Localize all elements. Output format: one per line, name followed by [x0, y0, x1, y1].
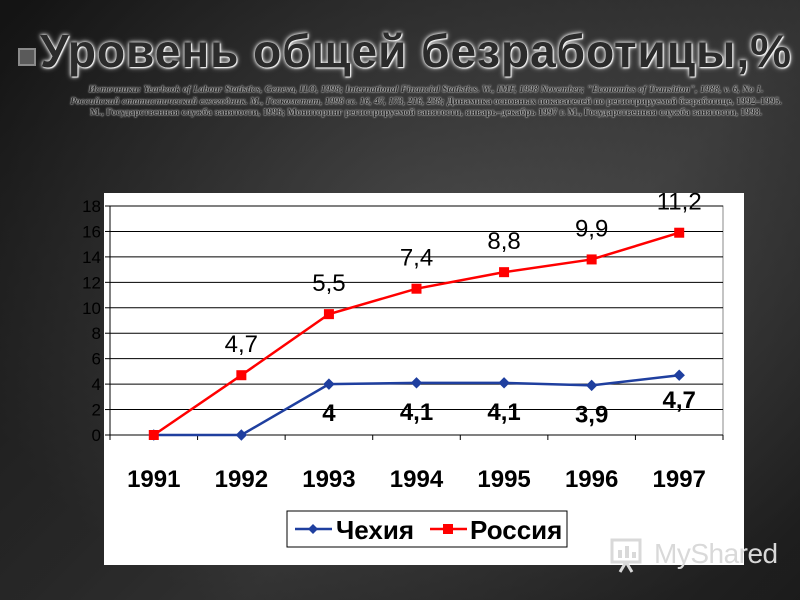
legend-label-czech: Чехия — [336, 515, 414, 545]
x-tick-label-1992: 1992 — [215, 466, 268, 493]
sources-line-2: Российский статистический ежегодник. М.,… — [68, 96, 784, 119]
data-label-czech-point-1995: 4,1 — [487, 399, 520, 426]
y-tick-label-4: 4 — [92, 375, 101, 394]
legend-marker-russia — [443, 524, 453, 534]
y-tick-label-14: 14 — [82, 248, 101, 267]
y-tick-label-16: 16 — [82, 222, 101, 241]
russia-point-1994 — [411, 283, 422, 294]
russia-point-1992 — [236, 370, 247, 381]
chart-legend: Чехия Россия — [286, 510, 568, 548]
plot-area — [109, 205, 724, 436]
y-tick-label-10: 10 — [82, 299, 101, 318]
czech-point-1996 — [585, 379, 598, 392]
data-label-russia-point-1996: 9,9 — [575, 215, 608, 242]
y-tick-label-18: 18 — [82, 197, 101, 216]
watermark-text: MyShared — [654, 538, 778, 569]
russia-point-1996 — [586, 254, 597, 265]
russia-point-1991 — [148, 430, 159, 440]
czech-point-1993 — [323, 378, 335, 390]
y-tick-label-12: 12 — [82, 273, 101, 292]
y-tick-label-2: 2 — [92, 401, 101, 420]
x-tick-label-1996: 1996 — [565, 466, 618, 493]
data-label-russia-point-1997: 11,2 — [657, 189, 702, 216]
data-label-russia-point-1992: 4,7 — [225, 331, 258, 358]
czech-point-1994 — [410, 377, 423, 389]
y-tick-label-8: 8 — [92, 324, 101, 343]
x-tick-label-1997: 1997 — [653, 466, 706, 493]
data-label-russia-point-1994: 7,4 — [400, 245, 433, 272]
axis-layer: 0 2 4 6 8 10 12 14 16 18 1991 1992 1993 1994 1995 1996 1… — [82, 197, 724, 493]
series-layer — [148, 227, 685, 441]
data-label-czech-point-1996: 3,9 — [575, 401, 608, 428]
legend-label-russia: Россия — [470, 515, 562, 545]
russia-point-1993 — [323, 309, 334, 320]
x-tick-label-1991: 1991 — [127, 466, 180, 493]
x-tick-label-1994: 1994 — [390, 466, 444, 493]
data-label-czech-point-1997: 4,7 — [663, 387, 696, 414]
russia-point-1995 — [499, 267, 510, 278]
y-tick-label-0: 0 — [92, 426, 101, 445]
czech-point-1995 — [498, 377, 510, 389]
presentation-icon — [610, 538, 642, 573]
sources-line-1: Источники: Yearbook of Labour Statistics… — [68, 84, 784, 96]
sources-label: Источники: — [88, 84, 142, 95]
czech-point-1997 — [673, 369, 685, 381]
russia-point-1997 — [674, 227, 685, 238]
czech-point-1992 — [235, 429, 248, 441]
data-label-russia-point-1993: 5,5 — [312, 270, 345, 297]
sources-russian-yearbook: Российский статистический ежегодник. М.,… — [70, 95, 445, 107]
y-tick-label-6: 6 — [92, 350, 101, 369]
x-tick-label-1993: 1993 — [302, 466, 355, 493]
data-label-czech-point-1993: 4 — [322, 400, 336, 427]
legend-marker-czech — [308, 524, 318, 534]
slide-title: Уровень общей безработицы,% — [40, 25, 793, 77]
sources-international: Yearbook of Labour Statistics, Geneva, I… — [143, 84, 764, 95]
sources-russian-other: Динамика основных показателей по регистр… — [89, 95, 782, 119]
grid-layer — [110, 205, 723, 411]
data-label-russia-point-1995: 8,8 — [487, 228, 520, 255]
legend-box — [286, 510, 568, 548]
slide-bullet-marker — [18, 48, 36, 66]
x-tick-label-1995: 1995 — [477, 466, 530, 493]
sources-text: Источники: Yearbook of Labour Statistics… — [68, 84, 784, 119]
data-label-czech-point-1994: 4,1 — [400, 399, 433, 426]
data-label-layer: 4 4,1 4,1 3,9 4,7 4,7 5,5 7,4 8,8 9,9 11,2 — [225, 189, 702, 429]
watermark: MyShared — [608, 534, 788, 574]
